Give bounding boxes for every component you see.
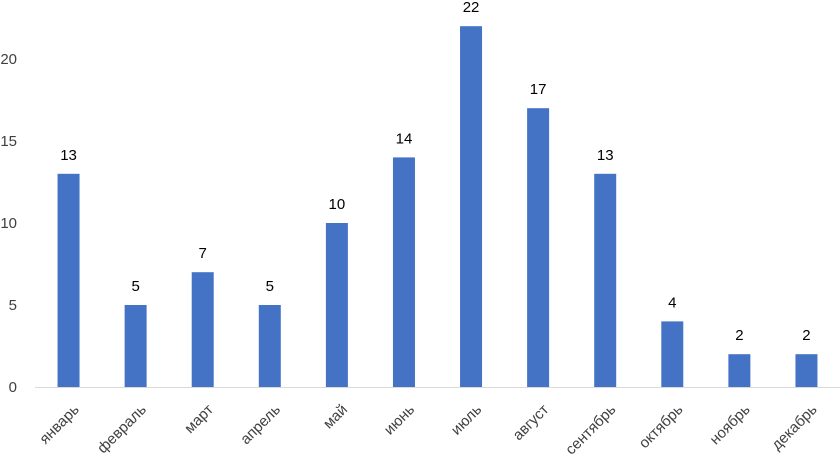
x-tick-label: май: [320, 401, 351, 432]
category-labels: январь февраль март апрель май июнь июль август…: [36, 401, 821, 458]
data-label: 13: [60, 147, 77, 164]
data-label: 7: [199, 245, 207, 262]
x-tick-label: октябрь: [636, 401, 687, 452]
data-label: 14: [396, 130, 413, 147]
bar: [460, 26, 483, 387]
data-label: 13: [597, 147, 614, 164]
bar: [661, 321, 684, 387]
data-label: 22: [463, 0, 480, 16]
bar: [124, 305, 147, 387]
x-tick-label: сентябрь: [562, 401, 619, 458]
data-label: 4: [668, 294, 676, 311]
data-label: 5: [131, 278, 139, 295]
y-tick-label: 15: [0, 133, 17, 150]
x-tick-label: декабрь: [768, 401, 821, 454]
data-label: 10: [329, 196, 346, 213]
bars: [57, 26, 818, 387]
y-axis-ticks: 0 5 10 15 20: [0, 51, 17, 396]
x-tick-label: март: [181, 401, 217, 437]
y-tick-label: 5: [9, 297, 17, 314]
bar: [527, 108, 550, 387]
bar: [795, 354, 818, 387]
y-tick-label: 20: [0, 51, 17, 68]
y-tick-label: 0: [9, 379, 17, 396]
data-label: 2: [802, 327, 810, 344]
data-label: 2: [735, 327, 743, 344]
x-tick-label: август: [510, 401, 553, 444]
bar: [258, 305, 281, 387]
data-label: 5: [266, 278, 274, 295]
data-label: 17: [530, 81, 547, 98]
bar: [594, 173, 617, 387]
bar: [325, 223, 348, 387]
bar: [191, 272, 214, 387]
y-tick-label: 10: [0, 215, 17, 232]
x-tick-label: июль: [448, 401, 486, 439]
bar: [57, 173, 80, 387]
bar: [392, 157, 415, 387]
x-tick-label: ноябрь: [707, 401, 754, 448]
x-tick-label: январь: [36, 401, 83, 448]
x-tick-label: июнь: [381, 401, 418, 438]
x-tick-label: февраль: [94, 401, 150, 457]
bar: [728, 354, 751, 387]
x-tick-label: апрель: [237, 401, 284, 448]
